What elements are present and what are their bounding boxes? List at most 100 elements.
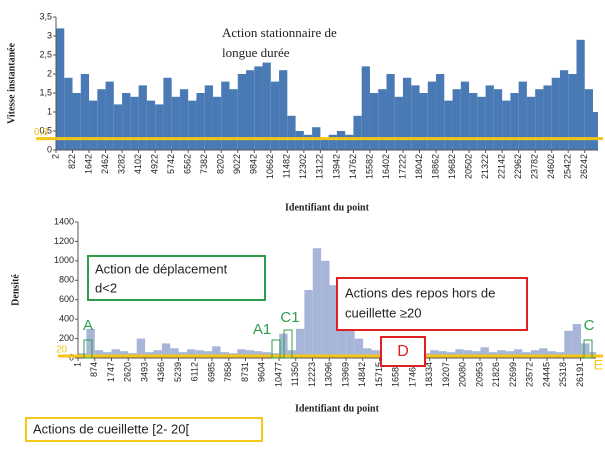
x-tick-label: 17222 [397, 154, 407, 179]
bar [163, 77, 172, 150]
x-tick-label: 13122 [315, 154, 325, 179]
bar [303, 134, 313, 150]
bar [237, 74, 247, 150]
bar [346, 309, 355, 358]
bar [97, 89, 106, 150]
bar [485, 85, 494, 150]
x-tick-label: 20502 [463, 154, 473, 179]
x-tick-label: 23782 [530, 154, 540, 179]
annotation: E [594, 357, 603, 373]
x-tick-label: 25422 [563, 154, 573, 179]
bar [513, 349, 523, 358]
bar [245, 350, 255, 358]
y-tick-label: 1200 [54, 236, 74, 246]
annotation: C1 [280, 309, 299, 326]
bar [94, 350, 104, 358]
bar [369, 93, 379, 150]
bar [287, 115, 296, 150]
bar [186, 349, 196, 358]
bar [179, 89, 189, 150]
bar [480, 347, 489, 358]
annotation: Actions des repos hors de [345, 285, 495, 300]
bar [444, 100, 453, 150]
bar [402, 77, 412, 150]
x-tick-label: 11350 [290, 362, 300, 386]
annotation: Action de déplacement [95, 261, 228, 276]
x-tick-label: 21826 [491, 362, 501, 387]
bar [329, 285, 338, 358]
x-tick-label: 11482 [282, 154, 292, 178]
x-tick-label: 2620 [123, 362, 133, 382]
bar [559, 70, 569, 150]
x-tick-label: 4102 [133, 154, 143, 174]
y-tick-label: 200 [59, 333, 74, 343]
annotation: Action stationnaire de [222, 25, 337, 40]
annotation-box [380, 336, 426, 367]
bar [543, 85, 552, 150]
bar [254, 66, 263, 150]
x-tick-label: 21322 [480, 154, 490, 179]
bar [113, 104, 123, 150]
bar [170, 348, 179, 358]
x-tick-label: 7382 [199, 154, 209, 174]
annotation-box [25, 417, 263, 442]
bar [64, 77, 73, 150]
y-tick-label: 400 [59, 314, 74, 324]
x-tick-label: 22142 [497, 154, 507, 179]
x-tick-label: 6985 [206, 362, 216, 382]
bar [526, 96, 536, 150]
x-tick-label: 24445 [541, 362, 551, 387]
bar [455, 349, 464, 358]
annotation-box [336, 277, 528, 331]
bar [419, 93, 428, 150]
bar [502, 100, 511, 150]
bar [89, 100, 98, 150]
bar [295, 131, 304, 150]
bar [493, 89, 503, 150]
bar [304, 290, 313, 358]
bar [345, 134, 354, 150]
x-tick-label: 4922 [150, 154, 160, 174]
bar [262, 62, 271, 150]
bar [477, 96, 486, 150]
x-tick-label: 26191 [575, 362, 585, 387]
bar [195, 350, 204, 358]
annotation: D [397, 343, 409, 360]
bar [353, 115, 362, 150]
y-tick-label: 1400 [54, 216, 74, 226]
bar [363, 348, 372, 358]
bar [153, 350, 162, 358]
y-tick-label: 0,5 [39, 125, 52, 135]
x-tick-label: 1642 [83, 154, 93, 174]
highlight [583, 339, 593, 359]
x-tick-label: 23572 [525, 362, 535, 387]
bar [86, 328, 95, 358]
bar [469, 93, 478, 150]
bar [246, 70, 255, 150]
y-tick-label: 2,5 [39, 49, 52, 59]
x-tick-label: 6562 [183, 154, 193, 174]
bar [312, 248, 322, 358]
annotation-box [87, 255, 266, 301]
x-tick-label: 24602 [546, 154, 556, 179]
bar [212, 346, 221, 358]
bar [229, 89, 238, 150]
x-tick-label: 10477 [273, 362, 283, 387]
bar [378, 89, 387, 150]
bar [394, 96, 403, 150]
x-tick-label: 18042 [414, 154, 424, 179]
bar [593, 112, 598, 150]
bar [155, 104, 164, 150]
x-tick-label: 4366 [156, 362, 166, 382]
highlight [283, 329, 293, 359]
bar [171, 96, 180, 150]
bar [237, 349, 246, 358]
x-tick-label: 26242 [579, 154, 589, 179]
bar [161, 343, 171, 358]
x-tick-label: 5239 [173, 362, 183, 382]
bar [80, 74, 90, 150]
y-axis-label: Densité [10, 274, 21, 306]
bar [411, 85, 420, 150]
x-tick-label: 5742 [166, 154, 176, 174]
bar [584, 89, 594, 150]
